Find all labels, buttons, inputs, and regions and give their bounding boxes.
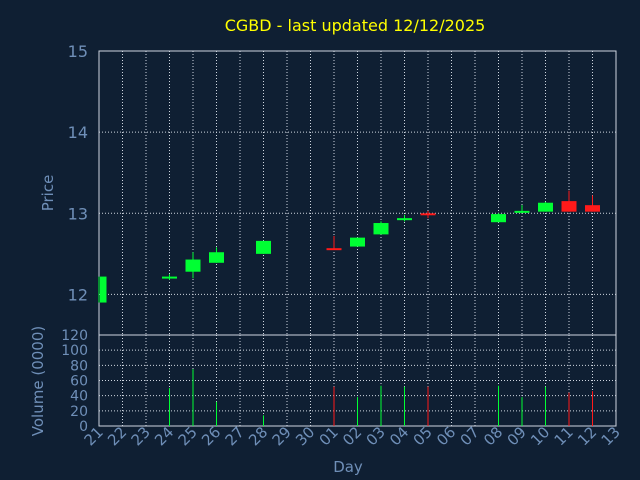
candle-body	[397, 218, 412, 221]
candle-body	[209, 252, 224, 263]
candle-body	[585, 205, 600, 212]
x-ticks: 2122232425262728293001020304050607080910…	[81, 423, 624, 449]
volume-y-tick-label: 0	[79, 419, 88, 435]
candle-body	[162, 276, 177, 279]
volume-y-tick-label: 80	[70, 358, 88, 374]
volume-y-tick-label: 100	[61, 343, 88, 359]
volume-bars	[169, 369, 593, 426]
candle-body	[491, 214, 506, 223]
candle-body	[420, 213, 436, 216]
candles	[98, 190, 600, 303]
volume-y-tick-label: 120	[61, 328, 88, 344]
price-y-tick-label: 15	[68, 42, 88, 61]
candle-body	[256, 240, 271, 254]
volume-axis-label: Volume (0000)	[29, 326, 47, 436]
candle-body	[538, 202, 553, 212]
candle-body	[561, 201, 577, 212]
price-y-tick-label: 12	[68, 285, 88, 304]
price-y-tick-label: 14	[68, 123, 88, 142]
candle-body	[100, 276, 107, 303]
chart-title: CGBD - last updated 12/12/2025	[225, 16, 486, 35]
price-y-ticks: 12 13 14 15	[68, 42, 88, 304]
candle-body	[514, 210, 530, 213]
x-axis-label: Day	[333, 458, 363, 476]
candle-body	[350, 237, 365, 247]
price-axis-label: Price	[39, 175, 57, 212]
volume-y-tick-label: 60	[70, 374, 88, 390]
candle-body	[185, 259, 201, 272]
volume-y-tick-label: 20	[70, 404, 88, 420]
price-y-tick-label: 13	[68, 204, 88, 223]
candle-body	[373, 223, 389, 235]
volume-y-tick-label: 40	[70, 389, 88, 405]
candle-body	[326, 248, 342, 251]
